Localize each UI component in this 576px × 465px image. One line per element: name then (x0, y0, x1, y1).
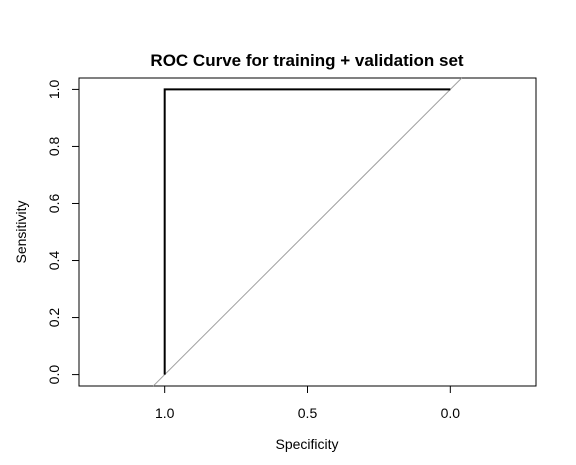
series-layer (163, 88, 451, 375)
y-axis: 0.0 0.2 0.4 0.6 0.8 1.0 (46, 79, 80, 385)
roc-curve-line (163, 88, 451, 375)
y-tick-label: 0.8 (46, 137, 62, 157)
reference-diagonal-line (152, 77, 463, 387)
reference-layer (152, 77, 463, 387)
y-tick-label: 1.0 (46, 79, 62, 99)
y-tick-label: 0.2 (46, 308, 62, 328)
chart-title: ROC Curve for training + validation set (150, 51, 463, 70)
x-axis: 1.0 0.5 0.0 (155, 385, 461, 421)
x-tick-label: 0.5 (298, 405, 318, 421)
y-axis-label: Sensitivity (13, 200, 29, 263)
x-tick-label: 1.0 (155, 405, 175, 421)
x-axis-label: Specificity (275, 436, 338, 452)
x-tick-label: 0.0 (441, 405, 461, 421)
y-tick-label: 0.0 (46, 365, 62, 385)
y-tick-label: 0.6 (46, 194, 62, 214)
y-tick-label: 0.4 (46, 251, 62, 271)
